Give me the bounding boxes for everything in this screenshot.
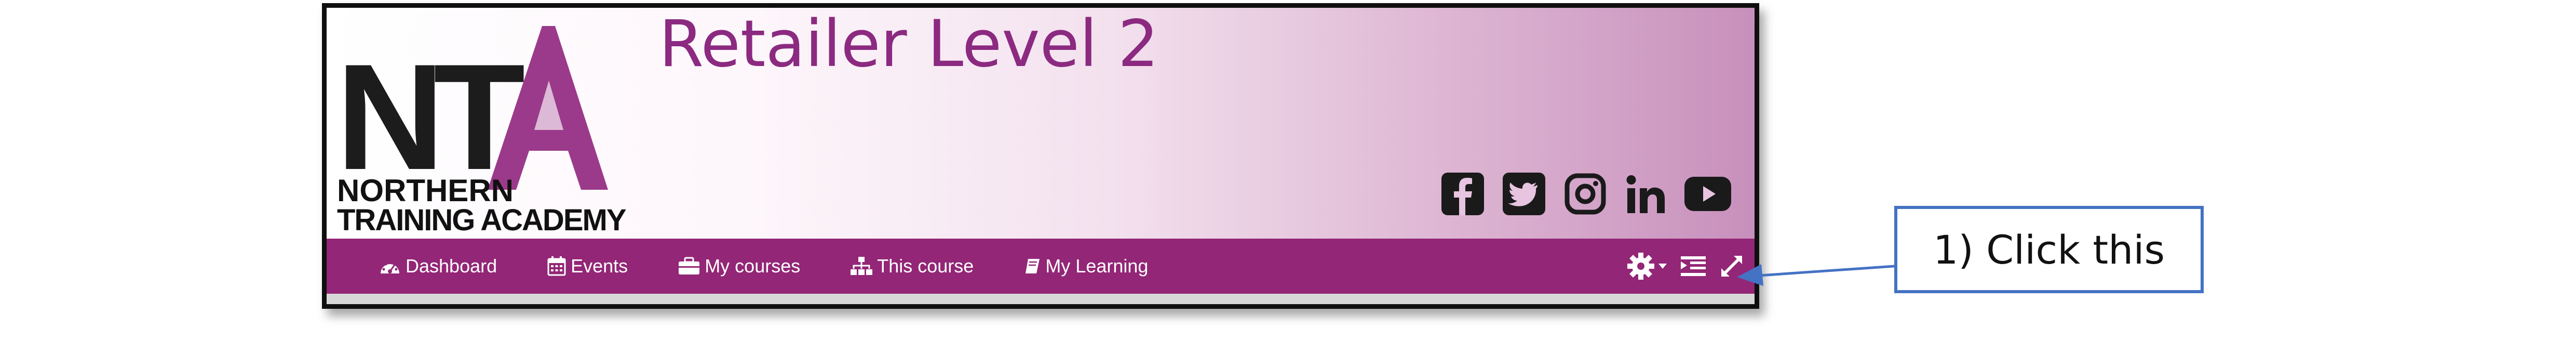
social-links	[1437, 164, 1734, 224]
dashboard-icon	[381, 260, 399, 273]
nta-logo: NT NORTHERN TRAINING ACADEMY	[337, 26, 627, 234]
book-icon	[1024, 258, 1040, 274]
calendar-icon	[547, 256, 566, 276]
youtube-icon[interactable]	[1682, 168, 1734, 220]
instagram-icon[interactable]	[1559, 168, 1611, 220]
linkedin-icon[interactable]	[1621, 168, 1673, 220]
sitemap-icon	[851, 257, 873, 275]
nav-this-course-label: This course	[877, 255, 974, 277]
nav-my-learning-label: My Learning	[1045, 255, 1149, 277]
logo-line1: NORTHERN	[337, 173, 514, 208]
main-navbar: Dashboard Events My courses This course …	[327, 239, 1755, 294]
nav-dashboard-label: Dashboard	[406, 255, 497, 277]
navbar-right-tools	[1627, 239, 1744, 294]
caret-down-icon	[1658, 264, 1667, 269]
logo-line2: TRAINING ACADEMY	[337, 203, 626, 234]
nav-my-courses[interactable]: My courses	[678, 255, 800, 277]
indent-list-icon[interactable]	[1680, 254, 1707, 278]
twitter-icon[interactable]	[1498, 168, 1550, 220]
nav-dashboard[interactable]: Dashboard	[379, 255, 497, 277]
nav-events[interactable]: Events	[547, 255, 628, 277]
gear-icon	[1627, 253, 1654, 280]
nav-events-label: Events	[571, 255, 628, 277]
nav-my-learning[interactable]: My Learning	[1023, 255, 1148, 277]
annotation-callout: 1) Click this	[1894, 206, 2204, 293]
page-header: NT NORTHERN TRAINING ACADEMY Retailer Le…	[327, 8, 1755, 239]
briefcase-icon	[679, 257, 700, 274]
nav-this-course[interactable]: This course	[850, 255, 974, 277]
page-content-strip	[327, 294, 1755, 304]
course-title: Retailer Level 2	[659, 7, 1159, 82]
browser-page-frame: NT NORTHERN TRAINING ACADEMY Retailer Le…	[322, 3, 1759, 309]
expand-icon[interactable]	[1719, 254, 1744, 279]
settings-menu[interactable]	[1627, 252, 1667, 280]
facebook-icon[interactable]	[1437, 168, 1489, 220]
nav-my-courses-label: My courses	[705, 255, 801, 277]
